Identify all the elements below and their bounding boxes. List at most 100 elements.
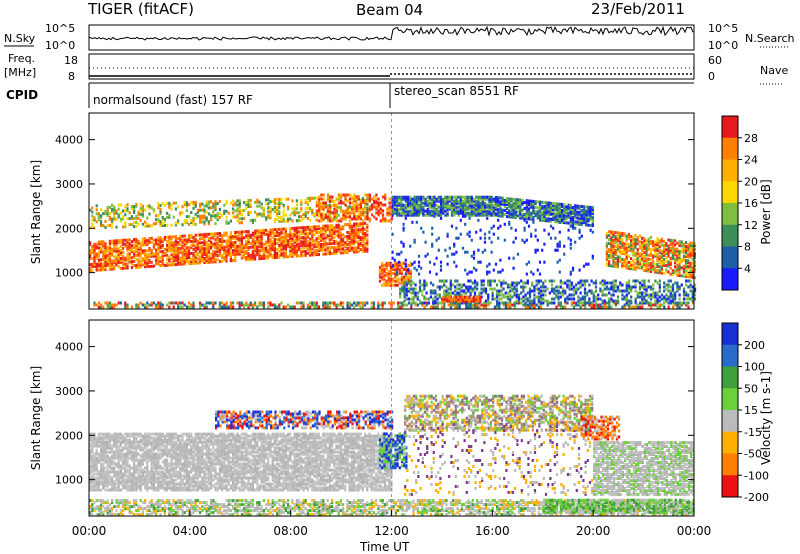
range-cell [536,214,539,218]
range-cell [335,229,338,233]
range-cell [377,209,380,213]
range-cell [630,243,633,247]
range-cell [273,218,276,221]
range-cell [477,205,480,209]
range-cell [537,281,540,285]
range-cell [234,250,237,254]
range-cell [223,303,226,307]
range-cell [417,254,421,258]
cpid-segment-2: stereo_scan 8551 RF [394,84,519,98]
range-cell [404,264,407,268]
range-cell [146,265,149,269]
range-cell [284,237,287,241]
range-cell [106,301,109,305]
range-cell [547,211,550,215]
range-cell [287,207,290,211]
range-cell [203,204,206,208]
range-cell [566,301,569,305]
range-cell [546,299,549,303]
range-cell [144,241,147,245]
range-cell [554,202,557,206]
range-cell [381,275,384,279]
range-cell [234,258,237,262]
range-cell [545,217,548,221]
range-cell [300,305,303,309]
range-cell [271,236,274,240]
range-cell [383,269,386,273]
range-cell [293,305,296,309]
range-cell [361,222,364,225]
range-cell [388,209,391,213]
range-cell [558,258,561,262]
range-cell [480,303,483,307]
range-cell [335,209,338,213]
range-cell [108,217,111,221]
range-cell [229,247,232,251]
range-cell [298,301,301,305]
range-cell [623,295,626,299]
range-cell [455,250,458,254]
range-cell [326,204,329,208]
range-cell [298,254,301,258]
range-cell [122,262,125,266]
range-cell [119,245,122,248]
range-cell [291,211,294,215]
range-cell [355,234,358,238]
range-cell [317,227,320,231]
range-cell [300,252,303,256]
range-cell [113,255,116,259]
range-cell [229,237,232,241]
range-cell [478,291,481,295]
range-cell [93,303,96,307]
range-cell [258,255,261,259]
range-cell [532,210,535,214]
range-cell [450,201,454,205]
range-cell [649,293,653,297]
range-cell [185,248,188,252]
range-cell [364,204,367,208]
range-cell [585,221,588,225]
range-cell [499,224,502,228]
range-cell [150,240,153,244]
range-cell [102,256,105,260]
range-cell [450,205,454,209]
range-cell [126,203,129,207]
range-cell [276,255,279,259]
range-cell [667,254,670,258]
range-cell [485,301,488,305]
range-cell [468,211,471,215]
range-cell [366,247,369,251]
range-cell [161,254,164,257]
range-cell [361,233,364,237]
range-cell [262,256,265,260]
range-cell [364,227,367,231]
range-cell [398,213,401,217]
range-cell [428,213,432,217]
range-cell [348,226,351,230]
range-cell [155,214,158,218]
range-cell [477,211,480,215]
range-cell [406,199,410,203]
range-cell [351,201,354,205]
range-cell [643,291,646,295]
range-cell [413,205,416,209]
range-cell [605,253,608,257]
range-cell [547,213,550,217]
range-cell [359,248,362,252]
range-cell [104,220,107,223]
range-cell [212,258,215,262]
range-cell [300,301,303,305]
range-cell [119,241,122,244]
range-cell [437,205,440,209]
range-cell [487,281,490,285]
range-cell [155,238,158,242]
range-cell [119,203,122,207]
range-cell [658,289,661,293]
range-cell [284,305,287,309]
range-cell [414,295,417,299]
range-cell [412,291,415,295]
range-cell [155,248,158,252]
range-cell [614,303,617,307]
range-cell [401,289,404,293]
range-cell [328,228,331,232]
